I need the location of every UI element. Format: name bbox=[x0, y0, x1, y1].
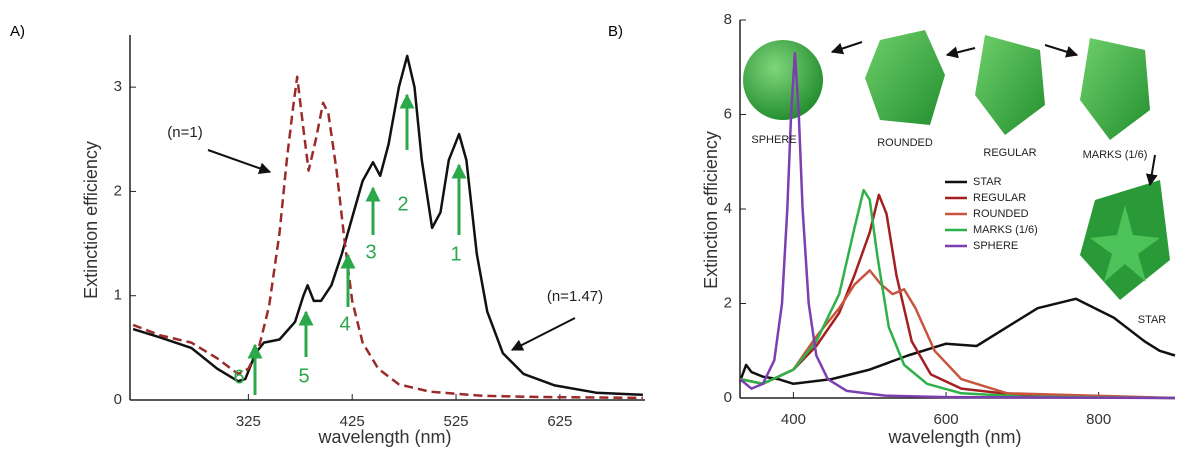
series-line bbox=[738, 297, 1176, 386]
annotation: REGULAR bbox=[983, 147, 1036, 159]
series-line bbox=[739, 188, 1176, 400]
y-tick-label: 0 bbox=[724, 389, 732, 406]
legend-label: MARKS (1/6) bbox=[973, 224, 1038, 236]
legend-label: SPHERE bbox=[973, 240, 1018, 252]
legend-label: REGULAR bbox=[973, 192, 1026, 204]
legend-label: ROUNDED bbox=[973, 208, 1029, 220]
annotation: 1 bbox=[450, 243, 461, 265]
panel-label: A) bbox=[10, 23, 25, 40]
series-line bbox=[739, 269, 1176, 400]
x-tick-label: 425 bbox=[340, 413, 365, 430]
annotation: 2 bbox=[397, 193, 408, 215]
annotation: ROUNDED bbox=[877, 137, 933, 149]
y-tick-label: 6 bbox=[724, 105, 732, 122]
y-tick-label: 2 bbox=[724, 294, 732, 311]
y-tick-label: 1 bbox=[114, 287, 122, 304]
panel-label: B) bbox=[608, 23, 623, 40]
annotation-arrow bbox=[207, 149, 272, 175]
y-axis-label: Extinction efficiency bbox=[81, 141, 101, 299]
y-tick-label: 3 bbox=[114, 78, 122, 95]
annotation: 3 bbox=[365, 241, 376, 263]
x-tick-label: 625 bbox=[547, 413, 572, 430]
x-axis-label: wavelength (nm) bbox=[887, 427, 1021, 447]
x-tick-label: 325 bbox=[236, 413, 261, 430]
series-line bbox=[132, 54, 643, 397]
annotation: 6 bbox=[233, 366, 244, 388]
legend-label: STAR bbox=[973, 176, 1002, 188]
y-tick-label: 4 bbox=[724, 200, 732, 217]
series-annotation: (n=1) bbox=[167, 124, 202, 141]
x-tick-label: 400 bbox=[781, 411, 806, 428]
x-tick-label: 600 bbox=[934, 411, 959, 428]
x-tick-label: 800 bbox=[1086, 411, 1111, 428]
y-tick-label: 0 bbox=[114, 391, 122, 408]
nanoparticle-shapes bbox=[743, 30, 1170, 300]
annotation: 5 bbox=[298, 365, 309, 387]
annotation: STAR bbox=[1138, 314, 1167, 326]
series-line bbox=[132, 75, 643, 400]
annotation: MARKS (1/6) bbox=[1083, 149, 1148, 161]
series-line bbox=[739, 51, 1176, 400]
series-annotation: (n=1.47) bbox=[547, 288, 603, 305]
y-axis-label: Extinction efficiency bbox=[701, 131, 721, 289]
annotation: 4 bbox=[339, 313, 350, 335]
annotation: SPHERE bbox=[751, 134, 796, 146]
y-tick-label: 2 bbox=[114, 182, 122, 199]
x-axis-label: wavelength (nm) bbox=[317, 427, 451, 447]
x-tick-label: 525 bbox=[444, 413, 469, 430]
y-tick-label: 8 bbox=[724, 11, 732, 28]
annotation-arrow bbox=[510, 317, 576, 351]
